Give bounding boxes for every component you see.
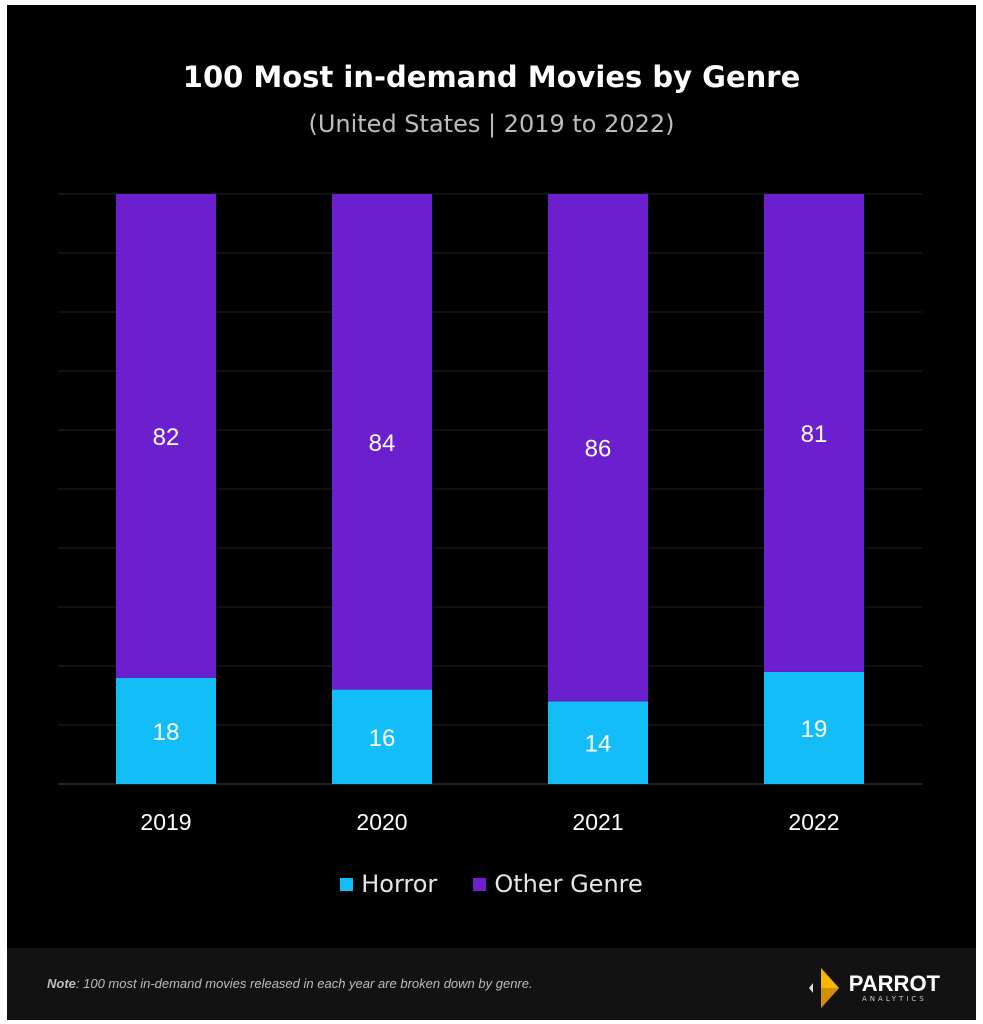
bar-horror xyxy=(332,689,432,784)
data-label: 86 xyxy=(585,436,612,463)
x-tick-label: 2020 xyxy=(356,809,407,835)
legend-item-other-genre: Other Genre xyxy=(473,870,643,898)
bar-horror xyxy=(548,701,648,784)
footnote: Note: 100 most in-demand movies released… xyxy=(47,976,533,991)
data-label: 81 xyxy=(801,421,828,448)
parrot-logo-icon xyxy=(808,968,839,1008)
legend-label: Other Genre xyxy=(494,870,643,898)
x-tick-label: 2022 xyxy=(788,809,839,835)
bar-other-genre xyxy=(764,194,864,672)
legend-item-horror: Horror xyxy=(340,870,437,898)
legend-label: Horror xyxy=(361,870,438,898)
parrot-analytics-logo: PARROT ANALYTICS xyxy=(808,966,940,1010)
bar-other-genre xyxy=(548,194,648,702)
legend-swatch xyxy=(473,877,487,891)
data-label: 19 xyxy=(801,716,828,743)
data-label: 18 xyxy=(153,719,180,746)
data-label: 14 xyxy=(585,731,612,758)
footer: Note: 100 most in-demand movies released… xyxy=(7,948,976,1020)
x-tick-label: 2021 xyxy=(572,809,623,835)
data-label: 16 xyxy=(369,725,396,752)
legend-swatch xyxy=(340,877,354,891)
data-label: 84 xyxy=(369,430,396,457)
bar-horror xyxy=(764,671,864,784)
bar-other-genre xyxy=(116,194,216,678)
chart-subtitle: (United States | 2019 to 2022) xyxy=(308,110,675,138)
x-tick-label: 2019 xyxy=(140,809,191,835)
data-label: 82 xyxy=(153,424,180,451)
bar-other-genre xyxy=(332,194,432,690)
chart-title: 100 Most in-demand Movies by Genre xyxy=(182,60,801,94)
bar-chart: 18 82 2019 16 84 2020 14 86 2021 19 81 2022 xyxy=(58,193,922,835)
legend: Horror Other Genre xyxy=(0,870,983,898)
bar-horror xyxy=(116,677,216,784)
